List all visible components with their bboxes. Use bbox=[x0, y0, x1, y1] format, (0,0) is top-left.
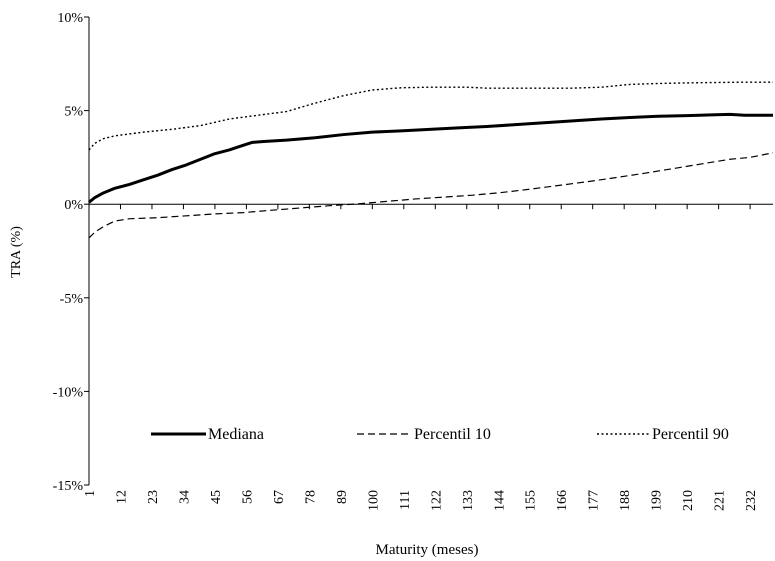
x-tick-label: 133 bbox=[461, 490, 476, 511]
x-tick-label: 177 bbox=[587, 490, 602, 511]
x-tick-label: 67 bbox=[272, 490, 287, 504]
x-tick-label: 111 bbox=[398, 490, 413, 510]
legend: Mediana Percentil 10 Percentil 90 bbox=[151, 426, 729, 443]
series-line-3 bbox=[88, 81, 773, 151]
x-tick-label: 155 bbox=[524, 490, 539, 511]
legend-label-3: Percentil 90 bbox=[652, 426, 729, 443]
series-line-2 bbox=[88, 152, 774, 239]
y-tick-label: -15% bbox=[53, 479, 84, 494]
series-lines bbox=[88, 81, 774, 239]
y-tick-label: 0% bbox=[64, 198, 83, 213]
x-tick-label: 166 bbox=[555, 490, 570, 511]
x-tick-label: 210 bbox=[681, 490, 696, 511]
x-tick-label: 144 bbox=[492, 490, 507, 511]
x-tick-label: 45 bbox=[209, 490, 224, 504]
x-tick-label: 100 bbox=[366, 490, 381, 511]
x-tick-label: 56 bbox=[240, 490, 255, 504]
x-tick-label: 1 bbox=[83, 490, 98, 497]
x-tick-label: 12 bbox=[114, 490, 129, 504]
x-tick-label: 232 bbox=[744, 490, 759, 511]
x-tick-label: 221 bbox=[713, 490, 728, 511]
x-tick-label: 23 bbox=[146, 490, 161, 504]
y-tick-label: 5% bbox=[64, 105, 83, 120]
x-tick-label: 34 bbox=[177, 490, 192, 504]
series-line-1 bbox=[88, 112, 773, 204]
y-tick-label: 10% bbox=[57, 11, 83, 26]
axes: 10% 5% 0% -5% -10% -15% 1 12 23 34 45 56 67 78 89 100 11… bbox=[53, 11, 773, 511]
x-tick-label: 89 bbox=[335, 490, 350, 504]
x-tick-label: 188 bbox=[618, 490, 633, 511]
x-tick-label: 122 bbox=[429, 490, 444, 511]
x-tick-label: 199 bbox=[650, 490, 665, 511]
legend-label-2: Percentil 10 bbox=[414, 426, 491, 443]
x-axis-label: Maturity (meses) bbox=[376, 542, 479, 558]
y-tick-label: -10% bbox=[53, 385, 84, 400]
y-tick-label: -5% bbox=[60, 292, 84, 307]
y-axis-label: TRA (%) bbox=[9, 226, 24, 278]
x-tick-label: 78 bbox=[303, 490, 318, 504]
legend-label-1: Mediana bbox=[208, 426, 264, 443]
